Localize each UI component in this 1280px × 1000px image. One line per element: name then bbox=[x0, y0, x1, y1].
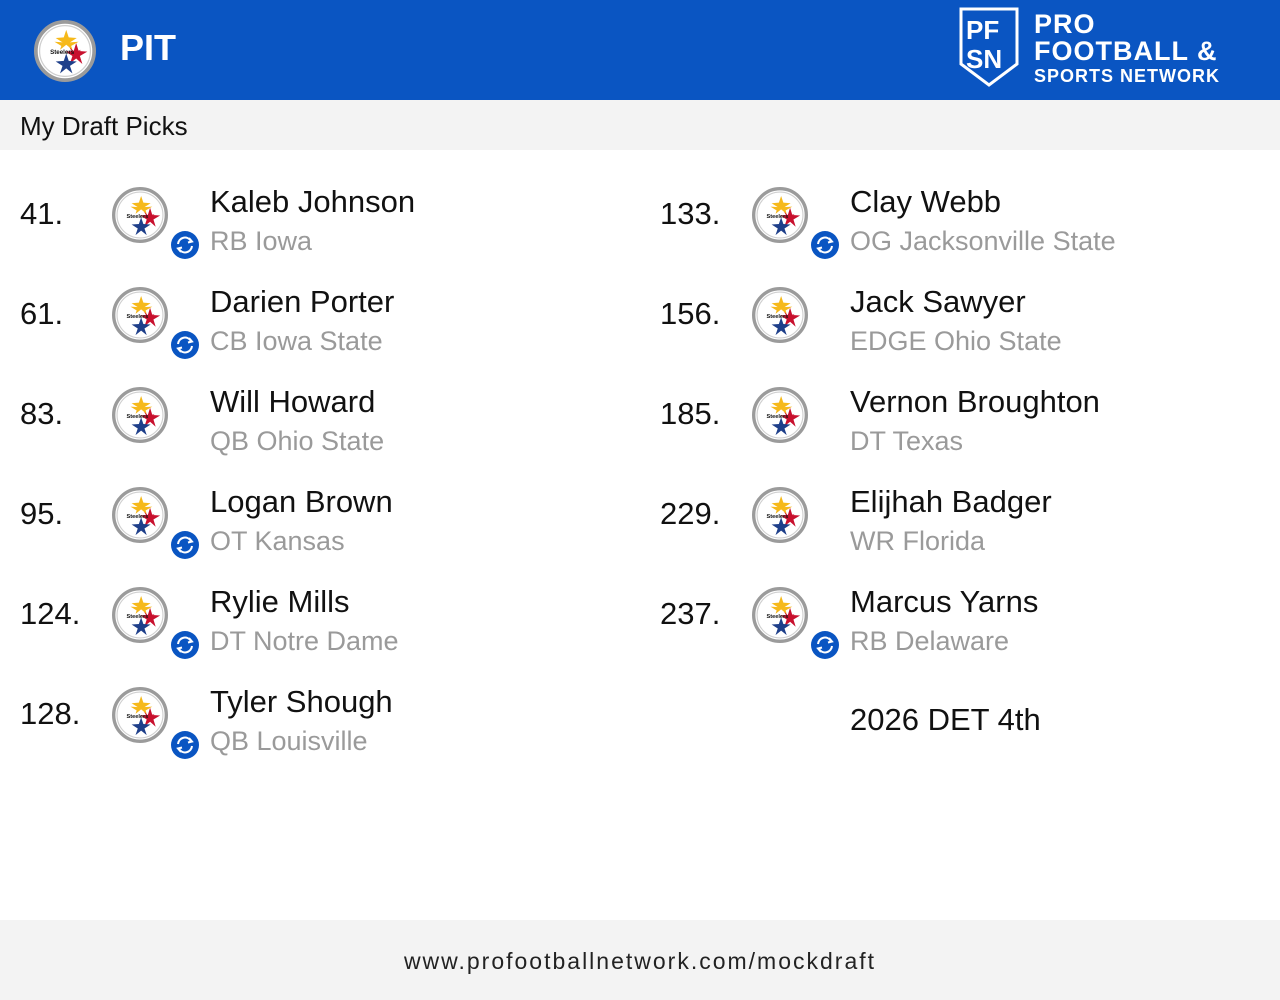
steelers-logo bbox=[112, 487, 168, 543]
pick-number: 128. bbox=[20, 696, 81, 731]
pick-number: 185. bbox=[660, 396, 721, 431]
pick-row[interactable]: 83. Will Howard QB Ohio State bbox=[20, 382, 640, 482]
pick-number: 156. bbox=[660, 296, 721, 331]
brand-monogram-bottom: SN bbox=[966, 44, 1002, 74]
trade-swap-icon[interactable] bbox=[810, 630, 840, 660]
pick-number: 133. bbox=[660, 196, 721, 231]
player-name: Tyler Shough bbox=[210, 684, 393, 719]
steelers-logo bbox=[752, 287, 808, 343]
footer-url[interactable]: www.profootballnetwork.com/mockdraft bbox=[403, 948, 877, 974]
player-position-school: CB Iowa State bbox=[210, 326, 383, 356]
trade-swap-icon[interactable] bbox=[170, 730, 200, 760]
player-name: Vernon Broughton bbox=[850, 384, 1100, 419]
pick-number: 229. bbox=[660, 496, 721, 531]
header-bar: PIT PF SN PRO FOOTBALL & SPORTS NETWORK bbox=[0, 0, 1280, 100]
trade-swap-icon[interactable] bbox=[170, 230, 200, 260]
pfsn-brand-logo[interactable]: PF SN PRO FOOTBALL & SPORTS NETWORK bbox=[958, 6, 1264, 94]
pick-row[interactable]: 185. Vernon Broughton DT Texas bbox=[660, 382, 1280, 482]
brand-line-2: FOOTBALL & bbox=[1034, 36, 1218, 66]
steelers-logo bbox=[112, 287, 168, 343]
brand-wordmark: PRO FOOTBALL & SPORTS NETWORK bbox=[1034, 10, 1220, 88]
pick-number: 41. bbox=[20, 196, 64, 231]
player-name: Darien Porter bbox=[210, 284, 395, 319]
player-name: Kaleb Johnson bbox=[210, 184, 416, 219]
brand-monogram-top: PF bbox=[966, 15, 999, 45]
pick-row[interactable]: 156. Jack Sawyer EDGE Ohio State bbox=[660, 282, 1280, 382]
player-position-school: WR Florida bbox=[850, 526, 986, 556]
pick-number: 95. bbox=[20, 496, 64, 531]
player-position-school: QB Ohio State bbox=[210, 426, 385, 456]
pick-row[interactable]: 229. Elijhah Badger WR Florida bbox=[660, 482, 1280, 582]
player-position-school: OG Jacksonville State bbox=[850, 226, 1116, 256]
player-name: Will Howard bbox=[210, 384, 376, 419]
pick-number: 237. bbox=[660, 596, 721, 631]
footer-bar: www.profootballnetwork.com/mockdraft bbox=[0, 920, 1280, 1000]
steelers-logo bbox=[752, 187, 808, 243]
pick-number: 61. bbox=[20, 296, 64, 331]
player-name: Logan Brown bbox=[210, 484, 393, 519]
player-position-school: RB Iowa bbox=[210, 226, 313, 256]
steelers-logo bbox=[752, 487, 808, 543]
pick-row[interactable]: 237. Marcus Yarns RB Delaware bbox=[660, 582, 1280, 682]
player-name: Marcus Yarns bbox=[850, 584, 1039, 619]
pick-row[interactable]: 95. Logan Brown OT Kansas bbox=[20, 482, 640, 582]
pick-number: 124. bbox=[20, 596, 81, 631]
player-name: Elijhah Badger bbox=[850, 484, 1052, 519]
trade-swap-icon[interactable] bbox=[170, 330, 200, 360]
player-name: Jack Sawyer bbox=[850, 284, 1026, 319]
brand-line-3: SPORTS NETWORK bbox=[1034, 66, 1221, 86]
pick-row[interactable]: 124. Rylie Mills DT Notre Dame bbox=[20, 582, 640, 682]
trade-swap-icon[interactable] bbox=[810, 230, 840, 260]
pick-row[interactable]: 128. Tyler Shough QB Louisville bbox=[20, 682, 640, 782]
steelers-logo bbox=[752, 587, 808, 643]
section-header: My Draft Picks bbox=[0, 100, 1280, 150]
player-name: Clay Webb bbox=[850, 184, 1002, 219]
pick-number: 83. bbox=[20, 396, 64, 431]
steelers-logo bbox=[112, 687, 168, 743]
steelers-logo bbox=[112, 187, 168, 243]
player-position-school: DT Texas bbox=[850, 426, 964, 456]
steelers-logo bbox=[752, 387, 808, 443]
player-position-school: QB Louisville bbox=[210, 726, 368, 756]
player-position-school: RB Delaware bbox=[850, 626, 1010, 656]
section-title: My Draft Picks bbox=[20, 111, 188, 141]
brand-line-1: PRO bbox=[1034, 9, 1096, 39]
pick-row[interactable]: 61. Darien Porter CB Iowa State bbox=[20, 282, 640, 382]
pfsn-shield-icon: PF SN bbox=[959, 7, 1019, 87]
player-name: Rylie Mills bbox=[210, 584, 350, 619]
steelers-logo bbox=[34, 20, 96, 82]
steelers-logo bbox=[112, 387, 168, 443]
future-pick: 2026 DET 4th bbox=[850, 702, 1041, 737]
pick-row[interactable]: 41. Kaleb Johnson RB Iowa bbox=[20, 182, 640, 282]
player-position-school: DT Notre Dame bbox=[210, 626, 399, 656]
trade-swap-icon[interactable] bbox=[170, 630, 200, 660]
trade-swap-icon[interactable] bbox=[170, 530, 200, 560]
steelers-logo bbox=[112, 587, 168, 643]
team-abbreviation: PIT bbox=[120, 27, 177, 68]
player-position-school: OT Kansas bbox=[210, 526, 345, 556]
pick-row[interactable]: 133. Clay Webb OG Jacksonville State bbox=[660, 182, 1280, 282]
player-position-school: EDGE Ohio State bbox=[850, 326, 1062, 356]
